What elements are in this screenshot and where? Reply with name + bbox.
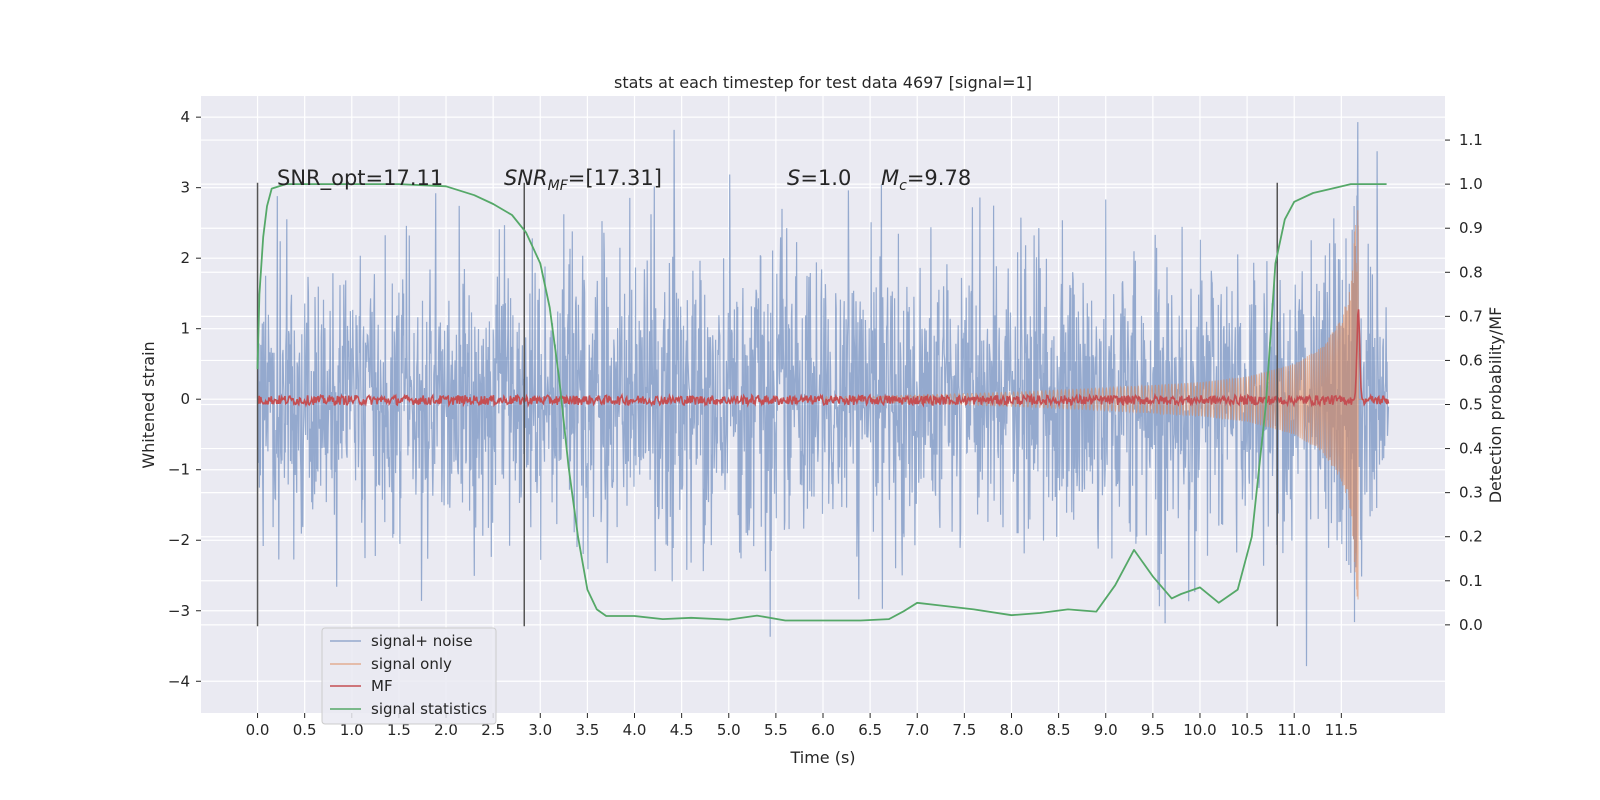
y-right-tick-label: 0.1	[1459, 572, 1483, 590]
y-tick-label: 3	[180, 179, 190, 197]
y-tick-label: 1	[180, 320, 190, 338]
x-tick-label: 5.0	[717, 721, 741, 739]
y-right-tick-label: 0.7	[1459, 307, 1483, 325]
mc-subscript: c	[899, 178, 907, 194]
x-tick-label: 0.0	[246, 721, 270, 739]
y-right-tick-label: 1.0	[1459, 175, 1483, 193]
y-right-tick-label: 0.5	[1459, 396, 1483, 414]
x-tick-label: 5.5	[764, 721, 788, 739]
y-right-axis-ticks: 0.0 0.1 0.2 0.3 0.4 0.5 0.6 0.7 0.8 0.9 1.0 1.1	[1445, 131, 1483, 634]
signal-statistics-line	[256, 183, 1387, 622]
y-right-tick-label: 1.1	[1459, 131, 1483, 149]
y-tick-label: 0	[180, 390, 190, 408]
snr-mf-subscript: MF	[548, 178, 569, 194]
legend-label-signal-noise: signal+ noise	[371, 632, 473, 650]
x-tick-label: 1.5	[387, 721, 411, 739]
legend-label-signal-statistics: signal statistics	[371, 700, 487, 718]
x-tick-label: 10.5	[1230, 721, 1263, 739]
mc-value: =9.78	[907, 166, 971, 190]
s-symbol: S	[787, 166, 800, 190]
y-tick-label: −1	[168, 461, 190, 479]
y-right-tick-label: 0.2	[1459, 528, 1483, 546]
y-tick-label: −2	[168, 531, 190, 549]
x-tick-label: 3.0	[528, 721, 552, 739]
y-tick-label: −3	[168, 602, 190, 620]
y-right-tick-label: 0.8	[1459, 263, 1483, 281]
y-tick-label: 2	[180, 249, 190, 267]
x-tick-label: 9.0	[1094, 721, 1118, 739]
signal-noise-series	[256, 122, 1390, 667]
y-right-tick-label: 0.0	[1459, 616, 1483, 634]
legend-label-signal-only: signal only	[371, 655, 452, 673]
s-value: =1.0	[800, 166, 851, 190]
y-right-axis-label: Detection probability/MF	[1486, 307, 1505, 504]
x-tick-label: 11.5	[1325, 721, 1358, 739]
legend: signal+ noise signal only MF signal stat…	[321, 627, 497, 725]
mf-series	[257, 309, 1390, 408]
x-tick-label: 7.5	[952, 721, 976, 739]
legend-label-mf: MF	[371, 677, 393, 695]
x-tick-label: 3.5	[575, 721, 599, 739]
x-tick-label: 6.0	[811, 721, 835, 739]
y-right-tick-label: 0.6	[1459, 351, 1483, 369]
x-tick-label: 1.0	[340, 721, 364, 739]
annotation-snr-mf: SNRMF=[17.31]	[504, 166, 662, 194]
signal-noise-line	[256, 122, 1390, 667]
x-tick-label: 4.5	[670, 721, 694, 739]
annotation-s: S=1.0	[787, 166, 851, 190]
x-tick-label: 10.0	[1183, 721, 1216, 739]
x-tick-label: 2.5	[481, 721, 505, 739]
x-tick-label: 7.0	[905, 721, 929, 739]
legend-box	[321, 627, 497, 725]
y-right-tick-label: 0.3	[1459, 484, 1483, 502]
y-tick-label: 4	[180, 108, 190, 126]
x-tick-label: 0.5	[293, 721, 317, 739]
x-tick-label: 8.5	[1047, 721, 1071, 739]
x-tick-label: 11.0	[1278, 721, 1311, 739]
mc-symbol: M	[881, 166, 899, 190]
y-right-tick-label: 0.9	[1459, 219, 1483, 237]
annotation-mc: Mc=9.78	[881, 166, 971, 194]
x-tick-label: 6.5	[858, 721, 882, 739]
x-axis-ticks: 0.0 0.5 1.0 1.5 2.0 2.5 3.0 3.5 4.0 4.5 5.0 5.5 6.0 6…	[246, 713, 1358, 739]
x-tick-label: 4.0	[623, 721, 647, 739]
snr-mf-value: =[17.31]	[568, 166, 662, 190]
chart-title: stats at each timestep for test data 469…	[614, 73, 1032, 92]
signal-statistics-series	[256, 183, 1387, 622]
y-tick-label: −4	[168, 672, 190, 690]
x-tick-label: 9.5	[1141, 721, 1165, 739]
x-tick-label: 2.0	[434, 721, 458, 739]
y-axis-ticks: −4 −3 −2 −1 0 1 2 3 4	[168, 108, 201, 690]
snr-mf-symbol: SNR	[504, 166, 548, 190]
mf-line	[257, 309, 1390, 408]
y-right-tick-label: 0.4	[1459, 440, 1483, 458]
x-axis-label: Time (s)	[789, 748, 855, 767]
annotation-snr-opt: SNR_opt=17.11	[277, 166, 443, 191]
x-tick-label: 8.0	[1000, 721, 1024, 739]
y-axis-label: Whitened strain	[139, 341, 158, 468]
